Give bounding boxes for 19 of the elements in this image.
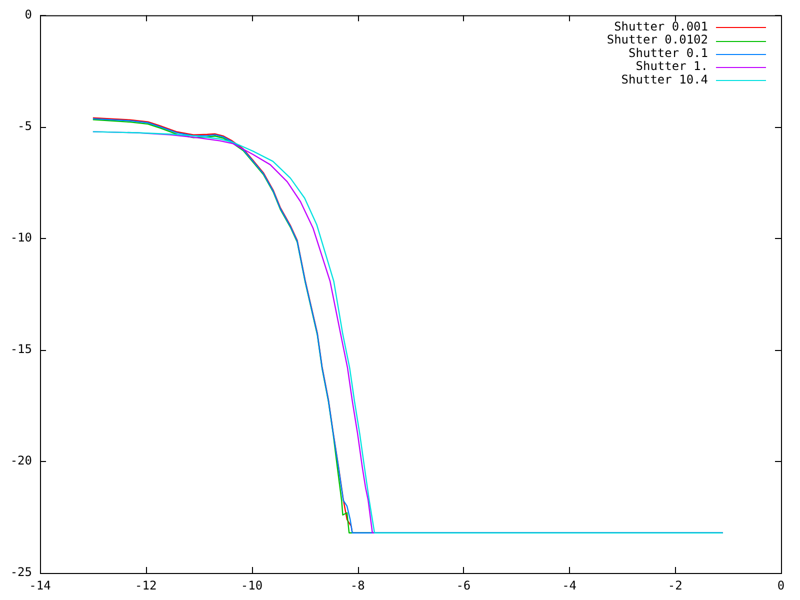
y-tick-label: -10 xyxy=(10,230,32,244)
legend-label: Shutter 0.0102 xyxy=(606,32,708,47)
x-tick-label: -14 xyxy=(29,578,51,592)
x-tick-label: -8 xyxy=(350,578,365,592)
x-tick-label: -6 xyxy=(456,578,471,592)
y-tick-label: -5 xyxy=(18,118,32,133)
legend-label: Shutter 10.4 xyxy=(621,72,708,87)
x-tick-label: -10 xyxy=(240,578,263,592)
x-tick-label: 0 xyxy=(777,578,785,592)
x-tick-label: -2 xyxy=(668,578,682,592)
legend-label: Shutter 1. xyxy=(636,59,708,74)
x-tick-label: -12 xyxy=(135,578,157,592)
legend-label: Shutter 0.001 xyxy=(614,19,708,34)
x-tick-label: -4 xyxy=(562,578,577,592)
y-tick-label: -25 xyxy=(10,565,32,580)
y-tick-label: 0 xyxy=(24,7,32,22)
legend-label: Shutter 0.1 xyxy=(628,46,708,60)
y-tick-label: -15 xyxy=(10,342,32,356)
y-tick-label: -20 xyxy=(10,454,32,468)
